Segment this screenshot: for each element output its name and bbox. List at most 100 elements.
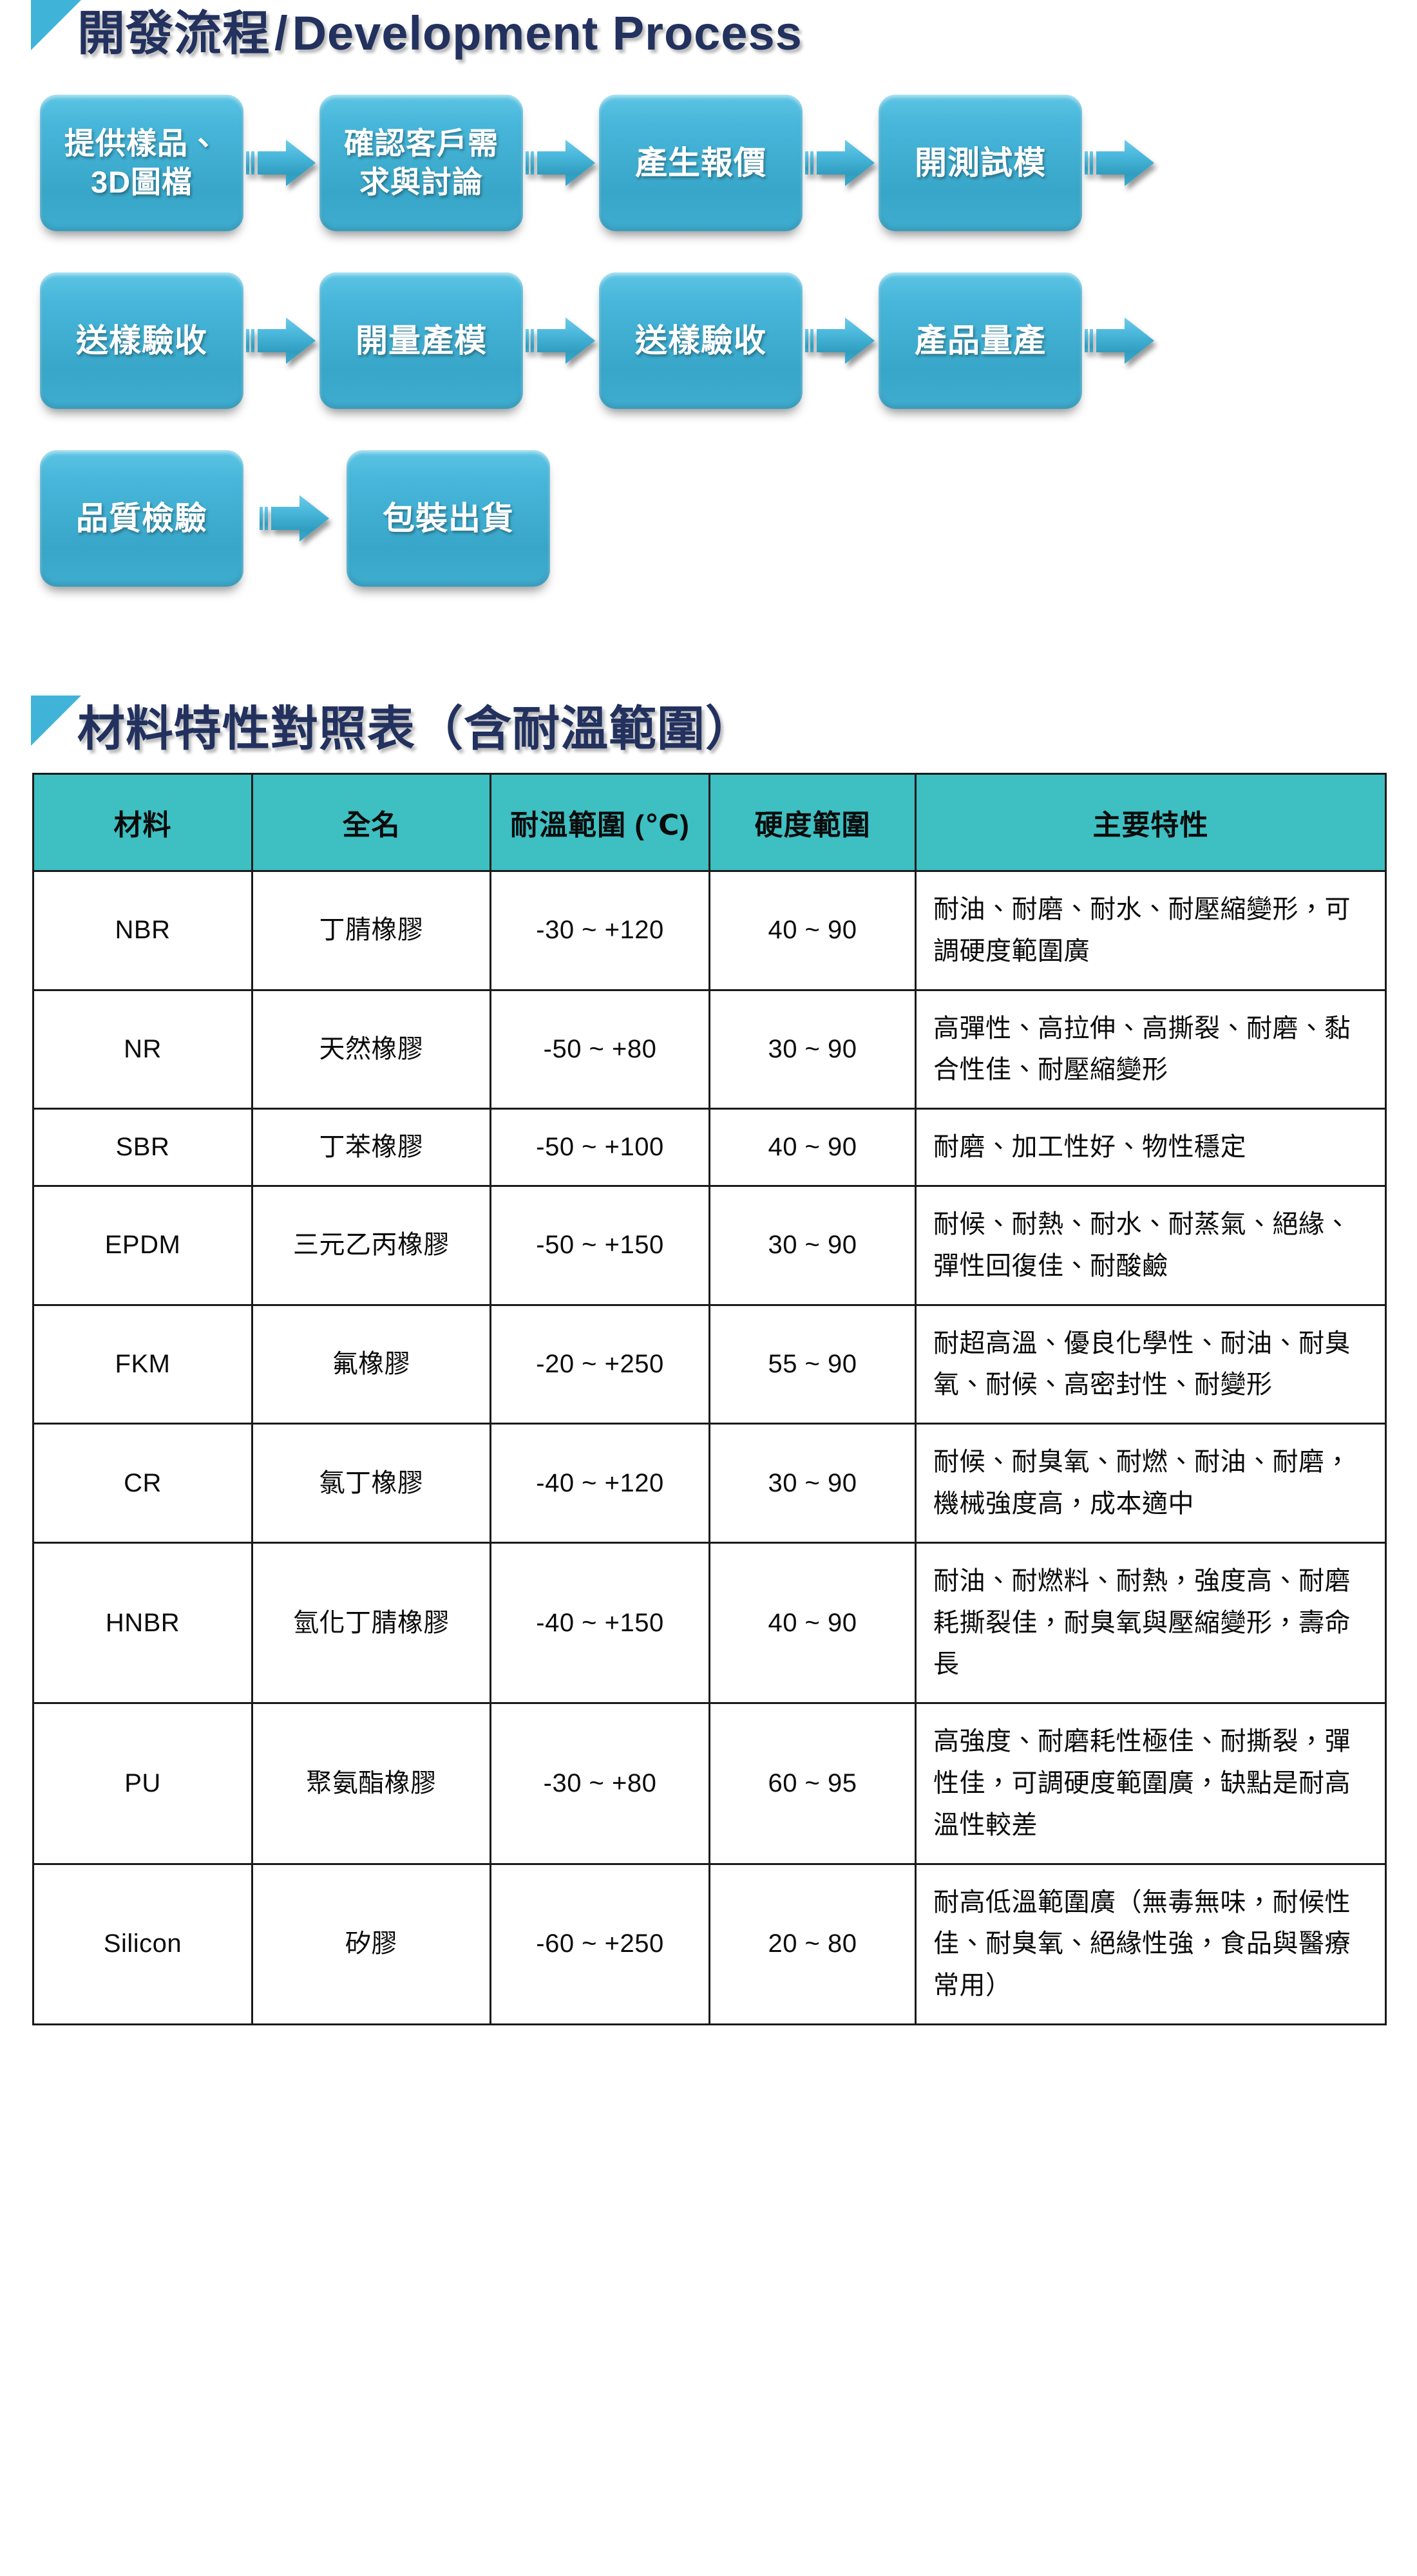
cell-features: 耐超高溫、優良化學性、耐油、耐臭氧、耐候、高密封性、耐變形: [915, 1303, 1387, 1425]
flow-arrow-2-3: [803, 272, 879, 409]
flow-step-packing-shipment[interactable]: 包裝出貨: [347, 450, 550, 587]
cell-fullname: 丁腈橡膠: [251, 870, 491, 991]
table-row: PU 聚氨酯橡膠 -30 ~ +80 60 ~ 95 高強度、耐磨耗性極佳、耐撕…: [32, 1702, 1387, 1865]
flow-step-label: 開測試模: [915, 145, 1046, 181]
flow-arrow-2-1: [243, 272, 319, 409]
cell-hardness: 55 ~ 90: [708, 1303, 917, 1425]
flow-step-sample-acceptance-1[interactable]: 送樣驗收: [40, 272, 243, 409]
cell-fullname: 氯丁橡膠: [251, 1423, 491, 1544]
col-header-fullname: 全名: [251, 773, 491, 872]
flow-title: 開發流程/Development Process: [77, 8, 803, 59]
flow-arrow-1-1: [243, 95, 319, 231]
flow-row-3: 品質檢驗 包裝出貨: [0, 438, 1417, 599]
arrow-right-icon: [526, 311, 596, 370]
table-row: FKM 氟橡膠 -20 ~ +250 55 ~ 90 耐超高溫、優良化學性、耐油…: [32, 1303, 1387, 1425]
cell-fullname: 氟橡膠: [251, 1303, 491, 1425]
table-row: EPDM 三元乙丙橡膠 -50 ~ +150 30 ~ 90 耐候、耐熱、耐水、…: [32, 1184, 1387, 1306]
arrow-right-icon: [1085, 133, 1155, 193]
cell-hardness: 40 ~ 90: [708, 1541, 917, 1705]
arrow-right-icon: [805, 311, 876, 370]
flow-step-confirm-requirements[interactable]: 確認客戶需 求與討論: [319, 95, 523, 231]
cell-fullname: 矽膠: [251, 1862, 491, 2025]
cell-temp: -20 ~ +250: [490, 1303, 710, 1425]
flow-step-label-line1: 確認客戶需: [344, 126, 499, 160]
flow-step-label-line2: 3D圖檔: [90, 165, 193, 199]
cell-features: 耐候、耐熱、耐水、耐蒸氣、絕緣、彈性回復佳、耐酸鹼: [915, 1184, 1387, 1306]
cell-hardness: 20 ~ 80: [708, 1862, 917, 2025]
flow-step-label: 送樣驗收: [635, 323, 766, 359]
cell-material: PU: [32, 1702, 253, 1865]
arrow-right-icon: [260, 489, 330, 548]
flow-step-provide-sample[interactable]: 提供樣品、 3D圖檔: [40, 95, 243, 231]
table-row: HNBR 氫化丁腈橡膠 -40 ~ +150 40 ~ 90 耐油、耐燃料、耐熱…: [32, 1541, 1387, 1705]
cell-material: NR: [32, 989, 253, 1110]
cell-temp: -50 ~ +100: [490, 1108, 710, 1187]
material-spec-table-wrapper: 材料 全名 耐溫範圍 (℃) 硬度範圍 主要特性 NBR 丁腈橡膠 -30 ~ …: [0, 755, 1417, 2070]
col-header-material: 材料: [32, 773, 253, 872]
cell-material: Silicon: [32, 1862, 253, 2025]
col-header-features: 主要特性: [915, 773, 1387, 872]
triangle-flag-icon: [31, 0, 81, 50]
col-header-hardness: 硬度範圍: [708, 773, 917, 872]
cell-material: HNBR: [32, 1541, 253, 1705]
flow-step-label-line2: 求與討論: [359, 165, 483, 199]
cell-features: 高彈性、高拉伸、高撕裂、耐磨、黏合性佳、耐壓縮變形: [915, 989, 1387, 1110]
flow-step-sample-acceptance-2[interactable]: 送樣驗收: [599, 272, 803, 409]
cell-temp: -30 ~ +80: [490, 1702, 710, 1865]
flow-arrow-3-1: [243, 450, 347, 587]
flow-arrow-1-2: [523, 95, 599, 231]
arrow-right-icon: [526, 133, 596, 193]
cell-temp: -40 ~ +120: [490, 1423, 710, 1544]
flow-step-mass-production-mold[interactable]: 開量產模: [319, 272, 523, 409]
flow-step-generate-quotation[interactable]: 產生報價: [599, 95, 803, 231]
cell-fullname: 丁苯橡膠: [251, 1108, 491, 1187]
cell-hardness: 30 ~ 90: [708, 1423, 917, 1544]
cell-material: CR: [32, 1423, 253, 1544]
table-title: 材料特性對照表（含耐溫範圍）: [77, 702, 754, 756]
cell-fullname: 三元乙丙橡膠: [251, 1184, 491, 1306]
flow-arrow-2-wrap: [1082, 272, 1158, 409]
flow-step-quality-inspection[interactable]: 品質檢驗: [40, 450, 243, 587]
flow-title-zh: 開發流程: [77, 6, 271, 61]
table-row: CR 氯丁橡膠 -40 ~ +120 30 ~ 90 耐候、耐臭氧、耐燃、耐油、…: [32, 1423, 1387, 1544]
cell-fullname: 天然橡膠: [251, 989, 491, 1110]
flow-arrow-2-2: [523, 272, 599, 409]
cell-material: SBR: [32, 1108, 253, 1187]
table-header-row: 材料 全名 耐溫範圍 (℃) 硬度範圍 主要特性: [32, 773, 1387, 872]
flow-row-gap: [0, 243, 1417, 260]
table-row: NBR 丁腈橡膠 -30 ~ +120 40 ~ 90 耐油、耐磨、耐水、耐壓縮…: [32, 870, 1387, 991]
arrow-right-icon: [805, 133, 876, 193]
flow-step-label: 產生報價: [635, 145, 766, 181]
table-row: SBR 丁苯橡膠 -50 ~ +100 40 ~ 90 耐磨、加工性好、物性穩定: [32, 1108, 1387, 1187]
flow-title-sep: /: [274, 6, 289, 61]
cell-features: 耐磨、加工性好、物性穩定: [915, 1108, 1387, 1187]
flow-arrow-1-wrap: [1082, 95, 1158, 231]
material-spec-table: 材料 全名 耐溫範圍 (℃) 硬度範圍 主要特性 NBR 丁腈橡膠 -30 ~ …: [32, 773, 1387, 2025]
cell-temp: -50 ~ +80: [490, 989, 710, 1110]
flow-step-label: 產品量產: [915, 323, 1046, 359]
cell-features: 耐候、耐臭氧、耐燃、耐油、耐磨，機械強度高，成本適中: [915, 1423, 1387, 1544]
col-header-temp: 耐溫範圍 (℃): [490, 773, 710, 872]
table-section-heading: 材料特性對照表（含耐溫範圍）: [0, 696, 1417, 755]
cell-hardness: 40 ~ 90: [708, 1108, 917, 1187]
arrow-right-icon: [246, 311, 317, 370]
cell-hardness: 30 ~ 90: [708, 989, 917, 1110]
table-row: NR 天然橡膠 -50 ~ +80 30 ~ 90 高彈性、高拉伸、高撕裂、耐磨…: [32, 989, 1387, 1110]
flow-row-2: 送樣驗收 開量產模: [0, 260, 1417, 421]
cell-features: 耐油、耐燃料、耐熱，強度高、耐磨耗撕裂佳，耐臭氧與壓縮變形，壽命長: [915, 1541, 1387, 1705]
cell-hardness: 60 ~ 95: [708, 1702, 917, 1865]
cell-material: NBR: [32, 870, 253, 991]
arrow-right-icon: [246, 133, 317, 193]
triangle-flag-icon: [31, 696, 81, 746]
development-flowchart: 提供樣品、 3D圖檔: [0, 59, 1417, 599]
cell-temp: -60 ~ +250: [490, 1862, 710, 2025]
flow-row-1: 提供樣品、 3D圖檔: [0, 82, 1417, 243]
cell-temp: -30 ~ +120: [490, 870, 710, 991]
cell-material: EPDM: [32, 1184, 253, 1306]
table-row: Silicon 矽膠 -60 ~ +250 20 ~ 80 耐高低溫範圍廣（無毒…: [32, 1862, 1387, 2025]
cell-features: 耐高低溫範圍廣（無毒無味，耐候性佳、耐臭氧、絕緣性強，食品與醫療常用）: [915, 1862, 1387, 2025]
flow-step-test-mold[interactable]: 開測試模: [879, 95, 1082, 231]
flow-step-label: 品質檢驗: [76, 500, 207, 536]
flow-step-product-mass-production[interactable]: 產品量產: [879, 272, 1082, 409]
flow-step-label: 送樣驗收: [76, 323, 207, 359]
